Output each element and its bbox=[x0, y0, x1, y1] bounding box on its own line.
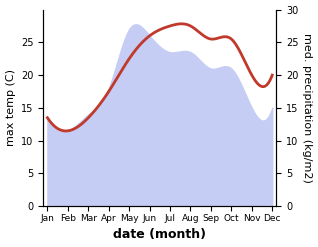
Y-axis label: med. precipitation (kg/m2): med. precipitation (kg/m2) bbox=[302, 33, 313, 183]
X-axis label: date (month): date (month) bbox=[113, 228, 206, 242]
Y-axis label: max temp (C): max temp (C) bbox=[5, 69, 16, 146]
